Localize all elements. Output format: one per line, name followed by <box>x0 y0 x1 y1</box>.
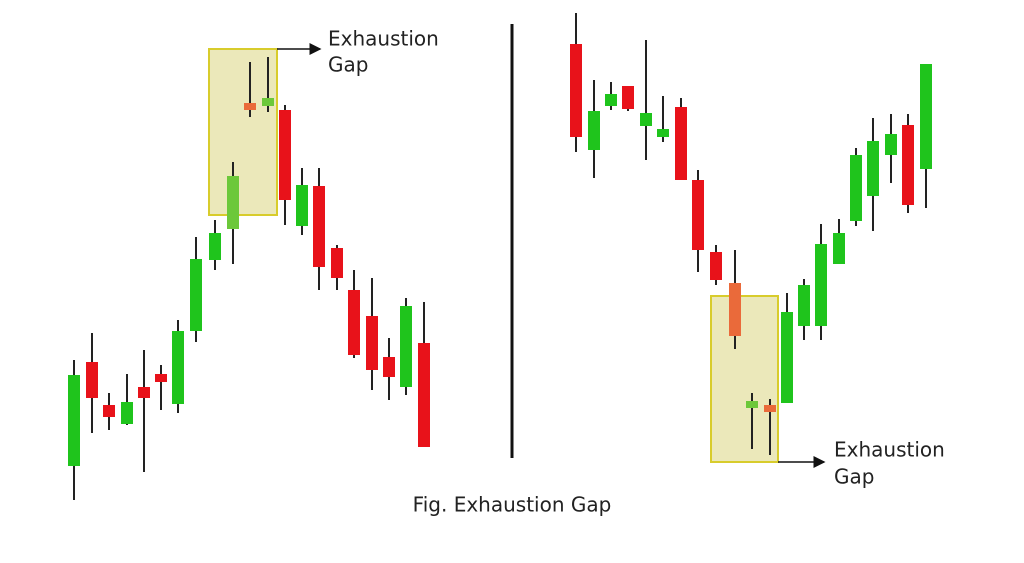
candle-body <box>885 134 897 155</box>
candle-body <box>138 387 150 398</box>
candle-body <box>640 113 652 126</box>
candle-body <box>331 248 343 278</box>
candle-body <box>850 155 862 221</box>
candle-body <box>867 141 879 196</box>
candle-body <box>418 343 430 447</box>
candle-body <box>313 186 325 267</box>
candle-body <box>692 180 704 250</box>
candle-body <box>710 252 722 280</box>
label-line: Gap <box>328 53 368 77</box>
candle-body <box>68 375 80 466</box>
candle-body <box>400 306 412 387</box>
candle-body <box>798 285 810 326</box>
candle-body <box>781 312 793 403</box>
candle-body <box>190 259 202 331</box>
candle-body <box>622 86 634 109</box>
candle-body <box>657 129 669 137</box>
gap-highlight-box <box>710 295 779 463</box>
candle-body <box>227 176 239 229</box>
candle-body <box>209 233 221 260</box>
candle-body <box>570 44 582 137</box>
label-line: Exhaustion <box>834 438 945 462</box>
label-line: Exhaustion <box>328 27 439 51</box>
candle-body <box>348 290 360 355</box>
candle-body <box>920 64 932 169</box>
candle-body <box>588 111 600 150</box>
candles <box>68 13 932 500</box>
candle-body <box>746 401 758 408</box>
candle-body <box>155 374 167 382</box>
candle-body <box>815 244 827 326</box>
candle-body <box>902 125 914 205</box>
candle-body <box>121 402 133 424</box>
candle-body <box>764 405 776 412</box>
candle-body <box>296 185 308 226</box>
candle-body <box>383 357 395 377</box>
candle-body <box>262 98 274 106</box>
candle-body <box>605 94 617 106</box>
candle-body <box>86 362 98 398</box>
label-line: Gap <box>834 465 874 489</box>
candle-body <box>675 107 687 180</box>
caption: Fig. Exhaustion Gap <box>413 493 612 517</box>
candle-body <box>103 405 115 417</box>
candle-body <box>729 283 741 336</box>
gap-highlight-box <box>208 48 278 216</box>
candle-body <box>244 103 256 110</box>
candle-body <box>366 316 378 370</box>
candle-body <box>172 331 184 404</box>
candle-body <box>279 110 291 200</box>
candle-body <box>833 233 845 264</box>
